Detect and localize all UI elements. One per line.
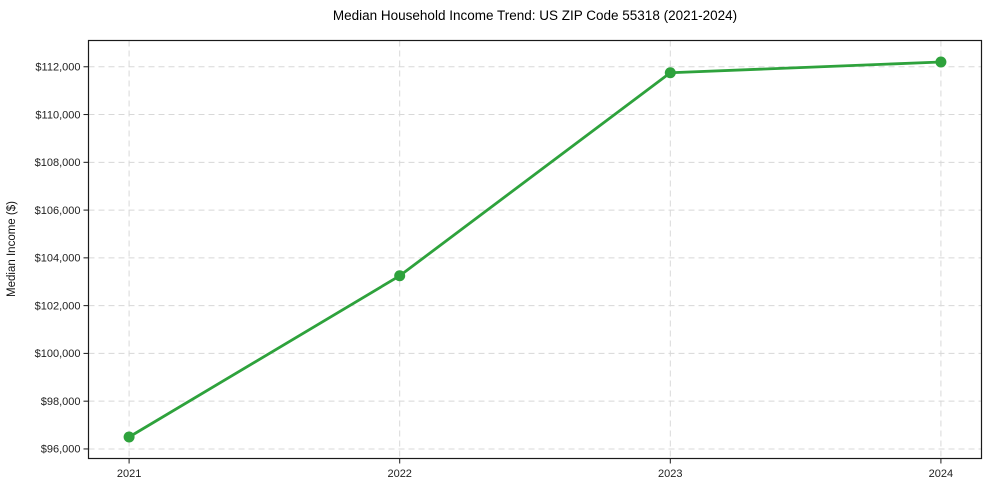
data-point	[935, 56, 947, 68]
data-point	[123, 431, 135, 443]
axis-layer: $96,000 $98,000 $100,000 $102,000 $104,000 $1…	[35, 39, 983, 480]
y-tick-label: $102,000	[35, 300, 81, 312]
grid-layer	[88, 40, 982, 459]
y-tick-label: $98,000	[41, 396, 81, 408]
x-tick-label: 2023	[658, 468, 682, 480]
x-tick-label: 2022	[387, 468, 411, 480]
x-tick-label: 2024	[929, 468, 953, 480]
y-tick-label: $104,000	[35, 253, 81, 265]
data-point	[664, 67, 676, 79]
y-tick-label: $96,000	[41, 444, 81, 456]
trend-line	[127, 60, 943, 439]
x-tick-label: 2021	[117, 468, 141, 480]
y-tick-label: $106,000	[35, 205, 81, 217]
plot-border	[87, 39, 983, 460]
trend-line-series	[123, 56, 947, 443]
y-tick-label: $110,000	[35, 109, 80, 121]
chart-title: Median Household Income Trend: US ZIP Co…	[333, 8, 737, 23]
y-tick-label: $108,000	[35, 157, 81, 169]
y-tick-label: $112,000	[35, 62, 80, 74]
y-axis-label: Median Income ($)	[6, 201, 18, 297]
y-tick-label: $100,000	[35, 348, 81, 360]
data-point	[394, 270, 406, 282]
